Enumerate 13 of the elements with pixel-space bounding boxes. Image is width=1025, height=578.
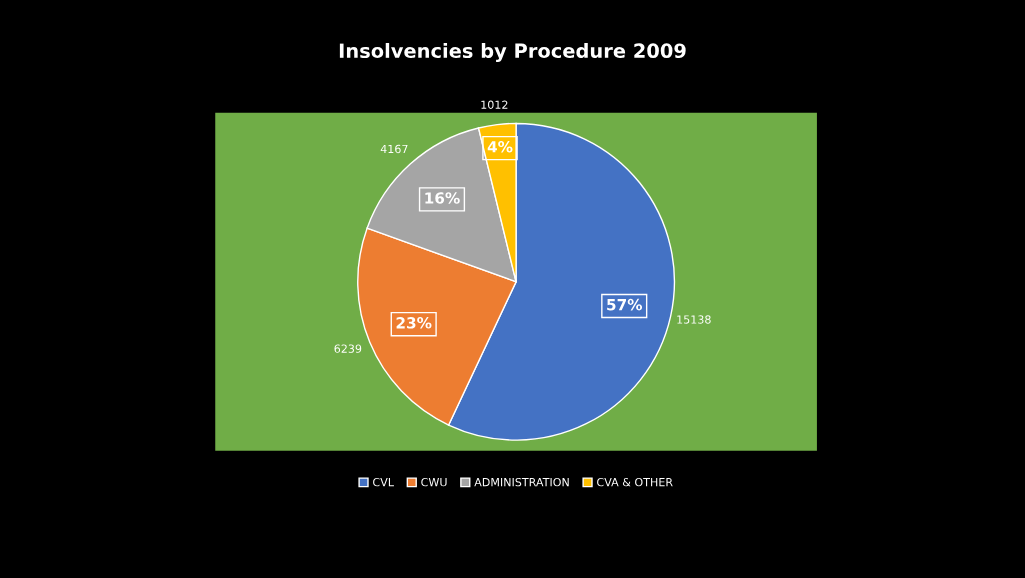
chart-title: Insolvencies by Procedure 2009: [339, 43, 686, 62]
data-label: 1012: [481, 100, 508, 109]
text: 23%: [396, 317, 432, 329]
text: 57%: [607, 298, 643, 311]
data-label: 6239: [334, 344, 362, 353]
data-label: 4167: [380, 144, 408, 154]
legend-label: CVA & OTHER: [597, 477, 673, 487]
text: 4%: [487, 141, 513, 153]
text: 16%: [425, 192, 460, 204]
legend-label: CWU: [421, 477, 447, 487]
legend-label: CVL: [373, 477, 394, 487]
legend-label: ADMINISTRATION: [474, 477, 569, 487]
data-label: 15138: [677, 315, 711, 324]
